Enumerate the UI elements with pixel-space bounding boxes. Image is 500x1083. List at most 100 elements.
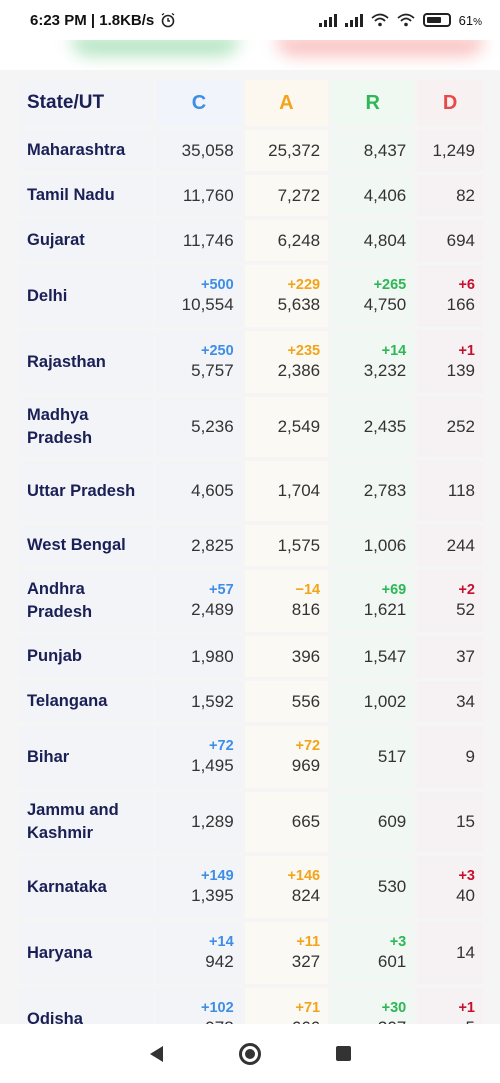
state-name[interactable]: Madhya Pradesh	[19, 397, 153, 457]
state-name[interactable]: Andhra Pradesh	[19, 570, 153, 632]
cell-d: 1,249	[417, 130, 483, 171]
value-a: 2,549	[253, 416, 320, 438]
cell-c: +149 1,395	[156, 856, 241, 918]
table-row[interactable]: Gujarat 11,746 6,248 4,804 694	[19, 220, 483, 261]
header-confirmed[interactable]: C	[156, 80, 241, 126]
state-name[interactable]: Tamil Nadu	[19, 175, 153, 216]
value-c: 11,746	[164, 230, 233, 252]
table-row[interactable]: Karnataka +149 1,395 +146 824 530 +3 40	[19, 856, 483, 918]
value-c: 1,395	[164, 885, 233, 907]
state-name[interactable]: Karnataka	[19, 856, 153, 918]
delta-d: +2	[425, 581, 475, 599]
value-r: 3,232	[339, 360, 406, 382]
header-active[interactable]: A	[245, 80, 328, 126]
value-d: 37	[425, 646, 475, 668]
value-d: 40	[425, 885, 475, 907]
battery-icon	[423, 13, 451, 27]
table-row[interactable]: West Bengal 2,825 1,575 1,006 244	[19, 525, 483, 566]
delta-c: +14	[164, 933, 233, 951]
state-name[interactable]: Gujarat	[19, 220, 153, 261]
cell-c: 35,058	[156, 130, 241, 171]
cell-r: +265 4,750	[331, 265, 414, 327]
value-a: 969	[253, 755, 320, 777]
delta-a: +71	[253, 999, 320, 1017]
header-state[interactable]: State/UT	[19, 80, 153, 126]
delta-c: +149	[164, 867, 233, 885]
state-name[interactable]: Bihar	[19, 726, 153, 788]
header-recovered[interactable]: R	[331, 80, 414, 126]
table-row[interactable]: Delhi +500 10,554 +229 5,638 +265 4,750 +6 166	[19, 265, 483, 327]
state-name[interactable]: Punjab	[19, 636, 153, 677]
table-row[interactable]: Punjab 1,980 396 1,547 37	[19, 636, 483, 677]
delta-d: +1	[425, 342, 475, 360]
table-row[interactable]: Haryana +14 942 +11 327 +3 601 14	[19, 922, 483, 984]
table-row[interactable]: Tamil Nadu 11,760 7,272 4,406 82	[19, 175, 483, 216]
home-circle-icon	[239, 1043, 261, 1065]
state-name[interactable]: Telangana	[19, 681, 153, 722]
status-left: 6:23 PM | 1.8KB/s	[30, 12, 176, 29]
delta-r: +30	[339, 999, 406, 1017]
value-r: 609	[339, 811, 406, 833]
value-d: 139	[425, 360, 475, 382]
value-d: 5	[425, 1017, 475, 1024]
cell-r: 2,435	[331, 397, 414, 457]
delta-c: +72	[164, 737, 233, 755]
value-c: 1,495	[164, 755, 233, 777]
delta-a: +72	[253, 737, 320, 755]
battery-percent: 61%	[459, 13, 482, 28]
value-r: 517	[339, 746, 406, 768]
home-button[interactable]	[235, 1039, 265, 1069]
table-row[interactable]: Uttar Pradesh 4,605 1,704 2,783 118	[19, 461, 483, 521]
glow-red	[275, 40, 485, 56]
cell-a: +229 5,638	[245, 265, 328, 327]
delta-r: +14	[339, 342, 406, 360]
state-name[interactable]: Delhi	[19, 265, 153, 327]
cell-a: 556	[245, 681, 328, 722]
value-d: 52	[425, 599, 475, 621]
value-d: 1,249	[425, 140, 475, 162]
cell-d: 9	[417, 726, 483, 788]
cell-a: +11 327	[245, 922, 328, 984]
recents-button[interactable]	[328, 1039, 358, 1069]
cell-a: +235 2,386	[245, 331, 328, 393]
table-row[interactable]: Odisha+102978+71666+30307+15	[19, 988, 483, 1024]
table-row[interactable]: Andhra Pradesh +57 2,489 −14 816 +69 1,621 +2 52	[19, 570, 483, 632]
state-name[interactable]: Uttar Pradesh	[19, 461, 153, 521]
state-name[interactable]: West Bengal	[19, 525, 153, 566]
state-name[interactable]: Rajasthan	[19, 331, 153, 393]
table-row[interactable]: Jammu and Kashmir 1,289 665 609 15	[19, 792, 483, 852]
header-deceased[interactable]: D	[417, 80, 483, 126]
cell-r: +14 3,232	[331, 331, 414, 393]
state-name[interactable]: Odisha	[19, 988, 153, 1024]
table-row[interactable]: Bihar +72 1,495 +72 969 517 9	[19, 726, 483, 788]
table-row[interactable]: Maharashtra 35,058 25,372 8,437 1,249	[19, 130, 483, 171]
value-c: 11,760	[164, 185, 233, 207]
glow-green	[70, 40, 240, 56]
table-row[interactable]: Telangana 1,592 556 1,002 34	[19, 681, 483, 722]
cell-r: +3 601	[331, 922, 414, 984]
cell-r: 4,406	[331, 175, 414, 216]
cell-a: 1,704	[245, 461, 328, 521]
value-c: 978	[164, 1017, 233, 1024]
value-c: 1,289	[164, 811, 233, 833]
cell-d: 694	[417, 220, 483, 261]
back-button[interactable]	[142, 1039, 172, 1069]
state-name[interactable]: Haryana	[19, 922, 153, 984]
state-table-container[interactable]: State/UT C A R D Maharashtra 35,058 25,372…	[16, 76, 486, 1024]
navigation-bar	[0, 1024, 500, 1083]
value-a: 1,575	[253, 535, 320, 557]
cell-a: 25,372	[245, 130, 328, 171]
cell-c: 4,605	[156, 461, 241, 521]
value-c: 2,489	[164, 599, 233, 621]
state-name[interactable]: Jammu and Kashmir	[19, 792, 153, 852]
table-row[interactable]: Rajasthan +250 5,757 +235 2,386 +14 3,232 +1 139	[19, 331, 483, 393]
cell-r: 4,804	[331, 220, 414, 261]
table-row[interactable]: Madhya Pradesh 5,236 2,549 2,435 252	[19, 397, 483, 457]
cell-c: 2,825	[156, 525, 241, 566]
value-a: 816	[253, 599, 320, 621]
delta-c: +102	[164, 999, 233, 1017]
cell-c: 1,592	[156, 681, 241, 722]
cell-d: +15	[417, 988, 483, 1024]
state-name[interactable]: Maharashtra	[19, 130, 153, 171]
value-a: 665	[253, 811, 320, 833]
